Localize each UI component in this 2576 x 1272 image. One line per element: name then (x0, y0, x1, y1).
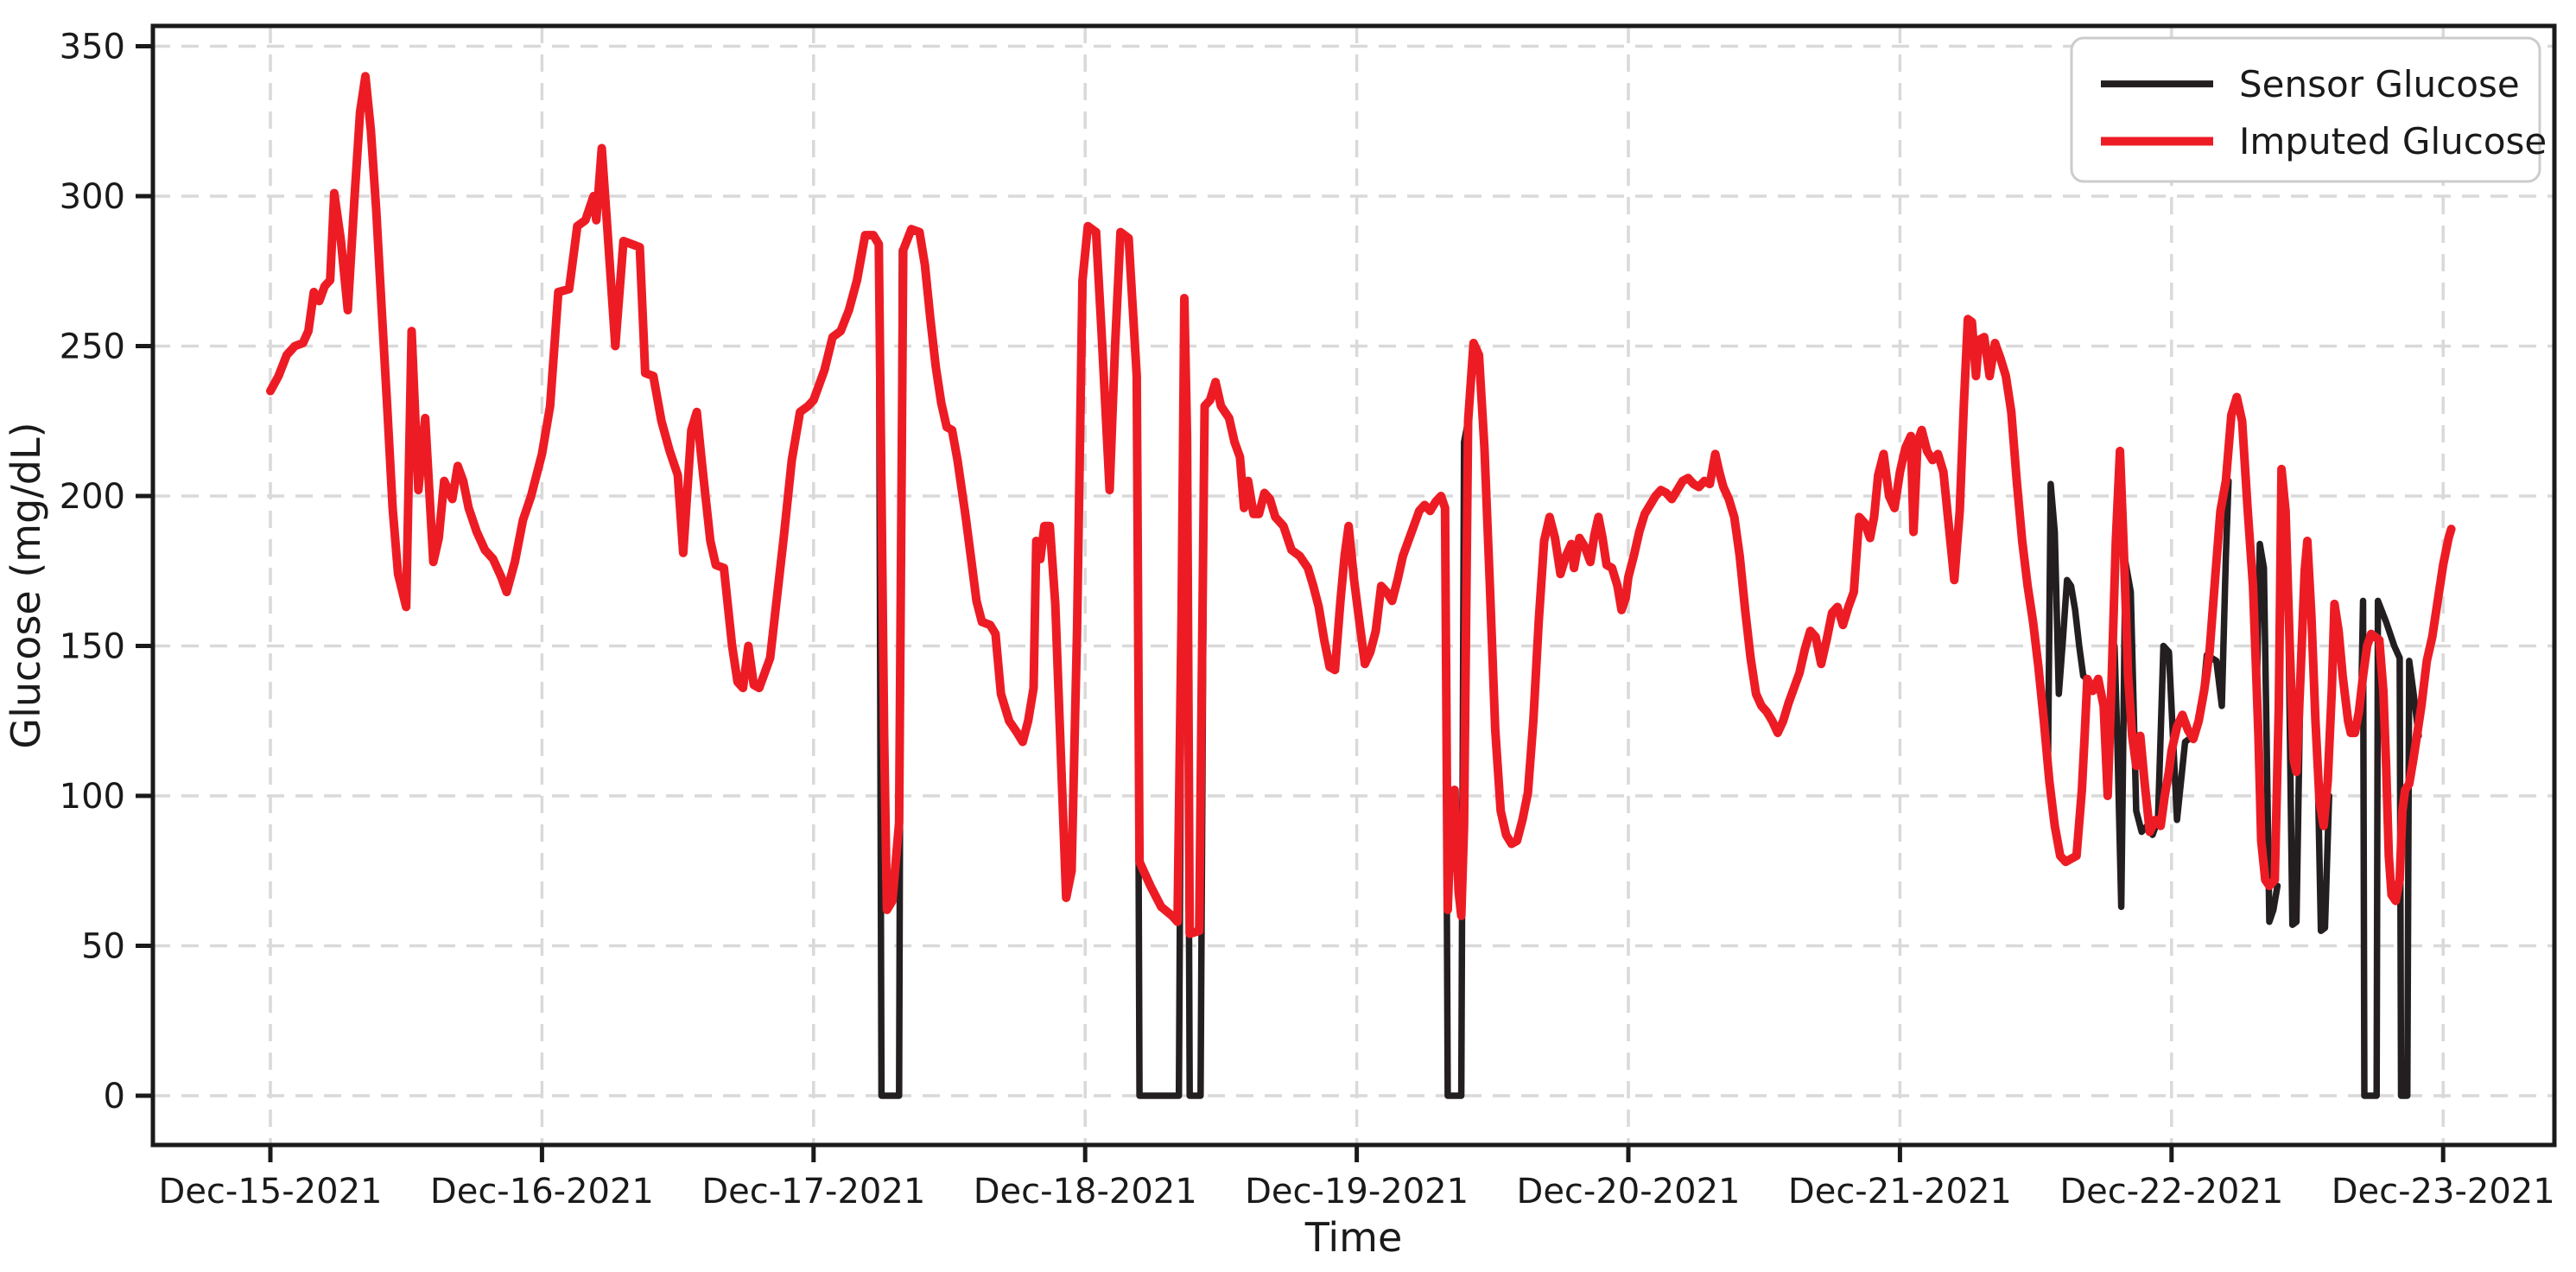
x-tick-label-Dec-15-2021: Dec-15-2021 (159, 1172, 383, 1212)
x-axis-title: Time (1304, 1214, 1403, 1261)
x-tick-label-Dec-23-2021: Dec-23-2021 (2332, 1172, 2555, 1212)
sensor-glucose-line-4 (2044, 480, 2091, 775)
x-tick-label-Dec-19-2021: Dec-19-2021 (1245, 1172, 1469, 1212)
sensor-glucose-line-8 (2285, 613, 2304, 928)
legend: Sensor Glucose Imputed Glucose (2070, 36, 2547, 183)
y-tick-label-350: 350 (60, 28, 125, 67)
y-tick-label-100: 100 (60, 777, 125, 817)
sensor-glucose-line-7 (2254, 540, 2281, 925)
imputed-glucose-line-0 (266, 72, 2456, 938)
x-tick-label-Dec-16-2021: Dec-16-2021 (430, 1172, 654, 1212)
axis-ticks (136, 44, 2446, 1162)
sensor-glucose-line-9 (2314, 792, 2332, 934)
plot-frame (150, 23, 2557, 1148)
y-tick-label-300: 300 (60, 177, 125, 217)
x-tick-label-Dec-20-2021: Dec-20-2021 (1517, 1172, 1741, 1212)
x-tick-label-Dec-17-2021: Dec-17-2021 (701, 1172, 925, 1212)
x-tick-label-Dec-22-2021: Dec-22-2021 (2059, 1172, 2283, 1212)
sensor-glucose-line-10 (2358, 597, 2422, 1099)
y-tick-label-50: 50 (81, 927, 125, 967)
data-series (266, 72, 2456, 1099)
x-tick-label-Dec-18-2021: Dec-18-2021 (974, 1172, 1197, 1212)
legend-sensor-label: Sensor Glucose (2239, 63, 2520, 105)
y-tick-label-0: 0 (104, 1077, 125, 1116)
axis-tick-labels: 0 50 100 150 200 250 300 350 Dec-15-2021 Dec-16-2… (60, 28, 2555, 1212)
y-axis-title: Glucose (mg/dL) (3, 422, 49, 748)
x-tick-label-Dec-21-2021: Dec-21-2021 (1788, 1172, 2012, 1212)
legend-imputed-label: Imputed Glucose (2239, 120, 2547, 162)
y-tick-label-250: 250 (60, 328, 125, 367)
y-tick-label-200: 200 (60, 477, 125, 517)
y-tick-label-150: 150 (60, 627, 125, 667)
